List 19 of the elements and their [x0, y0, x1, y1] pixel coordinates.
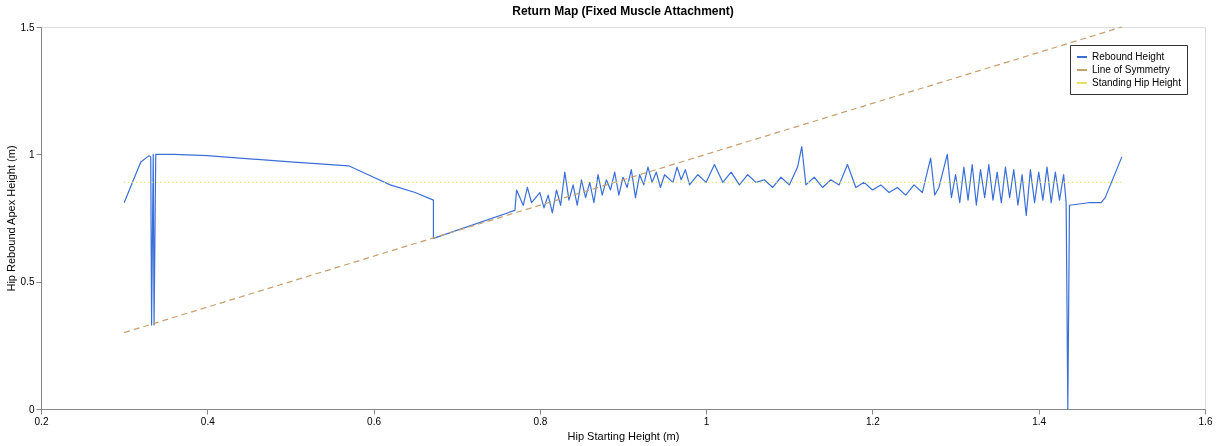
y-tick-label: 0.5	[20, 276, 35, 288]
x-tick-label: 1.6	[1198, 415, 1213, 427]
x-tick-label: 1.2	[865, 415, 881, 427]
legend-label: Standing Hip Height	[1092, 77, 1182, 88]
x-tick-label: 0.4	[200, 415, 216, 427]
line-series	[123, 146, 1123, 410]
x-tick-label: 1.4	[1032, 415, 1047, 427]
y-tick-label: 0	[28, 403, 35, 415]
x-axis-title: Hip Starting Height (m)	[567, 429, 680, 442]
legend-label: Rebound Height	[1092, 51, 1165, 62]
x-tick-label: 0.8	[533, 415, 548, 427]
y-axis-title: Hip Rebound Apex Height (m)	[4, 145, 17, 292]
chart-title: Return Map (Fixed Muscle Attachment)	[512, 4, 734, 18]
y-tick-label: 1	[28, 148, 35, 160]
x-tick-label: 0.2	[34, 415, 49, 427]
x-tick-label: 1	[703, 415, 710, 427]
x-tick-label: 0.6	[367, 415, 382, 427]
legend-label: Line of Symmetry	[1092, 64, 1170, 75]
y-tick-label: 1.5	[20, 21, 35, 33]
